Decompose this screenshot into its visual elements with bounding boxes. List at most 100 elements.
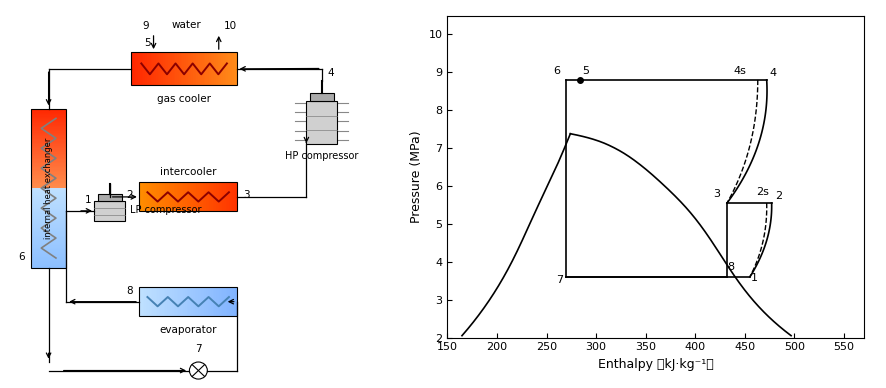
Bar — [211, 52, 213, 85]
Bar — [31, 175, 66, 176]
Bar — [156, 287, 157, 316]
Bar — [170, 52, 172, 85]
Bar — [139, 182, 141, 211]
Bar — [31, 205, 66, 207]
Bar — [144, 52, 145, 85]
Bar — [144, 182, 146, 211]
Bar — [31, 252, 66, 253]
Bar — [175, 182, 177, 211]
Bar — [229, 182, 230, 211]
Text: 2s: 2s — [757, 187, 769, 197]
Bar — [195, 182, 197, 211]
Bar — [31, 210, 66, 211]
Bar — [224, 182, 226, 211]
Bar — [220, 52, 222, 85]
Bar — [147, 287, 149, 316]
Text: 1: 1 — [85, 195, 91, 205]
Bar — [197, 52, 198, 85]
Bar — [31, 131, 66, 132]
Bar — [31, 148, 66, 150]
Bar — [193, 287, 195, 316]
Bar — [178, 287, 180, 316]
Bar — [31, 158, 66, 159]
Bar — [31, 142, 66, 143]
Bar — [31, 119, 66, 121]
Bar — [191, 287, 193, 316]
Bar — [201, 287, 203, 316]
Bar — [31, 199, 66, 200]
Bar — [31, 182, 66, 183]
Bar — [164, 287, 166, 316]
Bar — [31, 127, 66, 128]
Bar — [154, 52, 156, 85]
Bar — [31, 110, 66, 111]
Bar — [31, 215, 66, 216]
Bar — [157, 287, 159, 316]
Bar — [199, 182, 201, 211]
Bar — [31, 235, 66, 236]
Bar — [185, 182, 187, 211]
Bar — [31, 230, 66, 232]
Bar — [31, 116, 66, 118]
Bar — [195, 287, 197, 316]
Bar — [218, 287, 219, 316]
Bar — [31, 168, 66, 170]
Bar — [31, 191, 66, 192]
Text: 7: 7 — [556, 275, 563, 284]
Bar — [135, 52, 136, 85]
Bar — [133, 52, 135, 85]
Bar — [172, 52, 174, 85]
Bar — [31, 179, 66, 180]
Bar — [31, 213, 66, 215]
Bar — [31, 123, 66, 125]
Bar — [139, 287, 141, 316]
Bar — [229, 287, 230, 316]
Text: 10: 10 — [223, 21, 237, 31]
Bar — [31, 203, 66, 204]
Bar — [31, 261, 66, 262]
Bar — [232, 287, 234, 316]
Bar — [234, 52, 236, 85]
Bar — [31, 220, 66, 221]
Bar — [168, 182, 170, 211]
Text: 6: 6 — [553, 66, 560, 76]
Bar — [31, 109, 66, 268]
Bar — [31, 159, 66, 160]
Bar — [141, 182, 143, 211]
Bar — [226, 287, 228, 316]
Bar — [201, 182, 203, 211]
Bar — [230, 287, 232, 316]
Bar — [186, 52, 188, 85]
X-axis label: Enthalpy （kJ·kg⁻¹）: Enthalpy （kJ·kg⁻¹） — [598, 358, 713, 371]
Bar — [31, 160, 66, 162]
Bar — [145, 52, 147, 85]
Bar — [179, 52, 181, 85]
Bar — [177, 52, 179, 85]
Bar — [143, 182, 144, 211]
Bar — [203, 287, 205, 316]
Bar — [152, 287, 154, 316]
Bar — [187, 287, 188, 316]
Bar — [31, 151, 66, 152]
Bar — [191, 182, 193, 211]
Bar — [172, 182, 174, 211]
Bar — [188, 182, 190, 211]
Bar — [139, 182, 237, 211]
Bar — [31, 167, 66, 168]
Bar — [168, 52, 170, 85]
Bar — [31, 223, 66, 224]
Bar — [31, 248, 66, 249]
Text: 8: 8 — [727, 262, 734, 272]
Bar — [206, 52, 207, 85]
Bar — [31, 204, 66, 205]
Bar — [236, 287, 237, 316]
Bar — [140, 52, 142, 85]
Bar — [167, 52, 168, 85]
Bar — [31, 207, 66, 208]
Bar — [190, 52, 191, 85]
Bar — [157, 182, 159, 211]
Bar — [224, 287, 226, 316]
Bar — [31, 163, 66, 164]
Bar — [31, 118, 66, 119]
Bar — [31, 232, 66, 233]
